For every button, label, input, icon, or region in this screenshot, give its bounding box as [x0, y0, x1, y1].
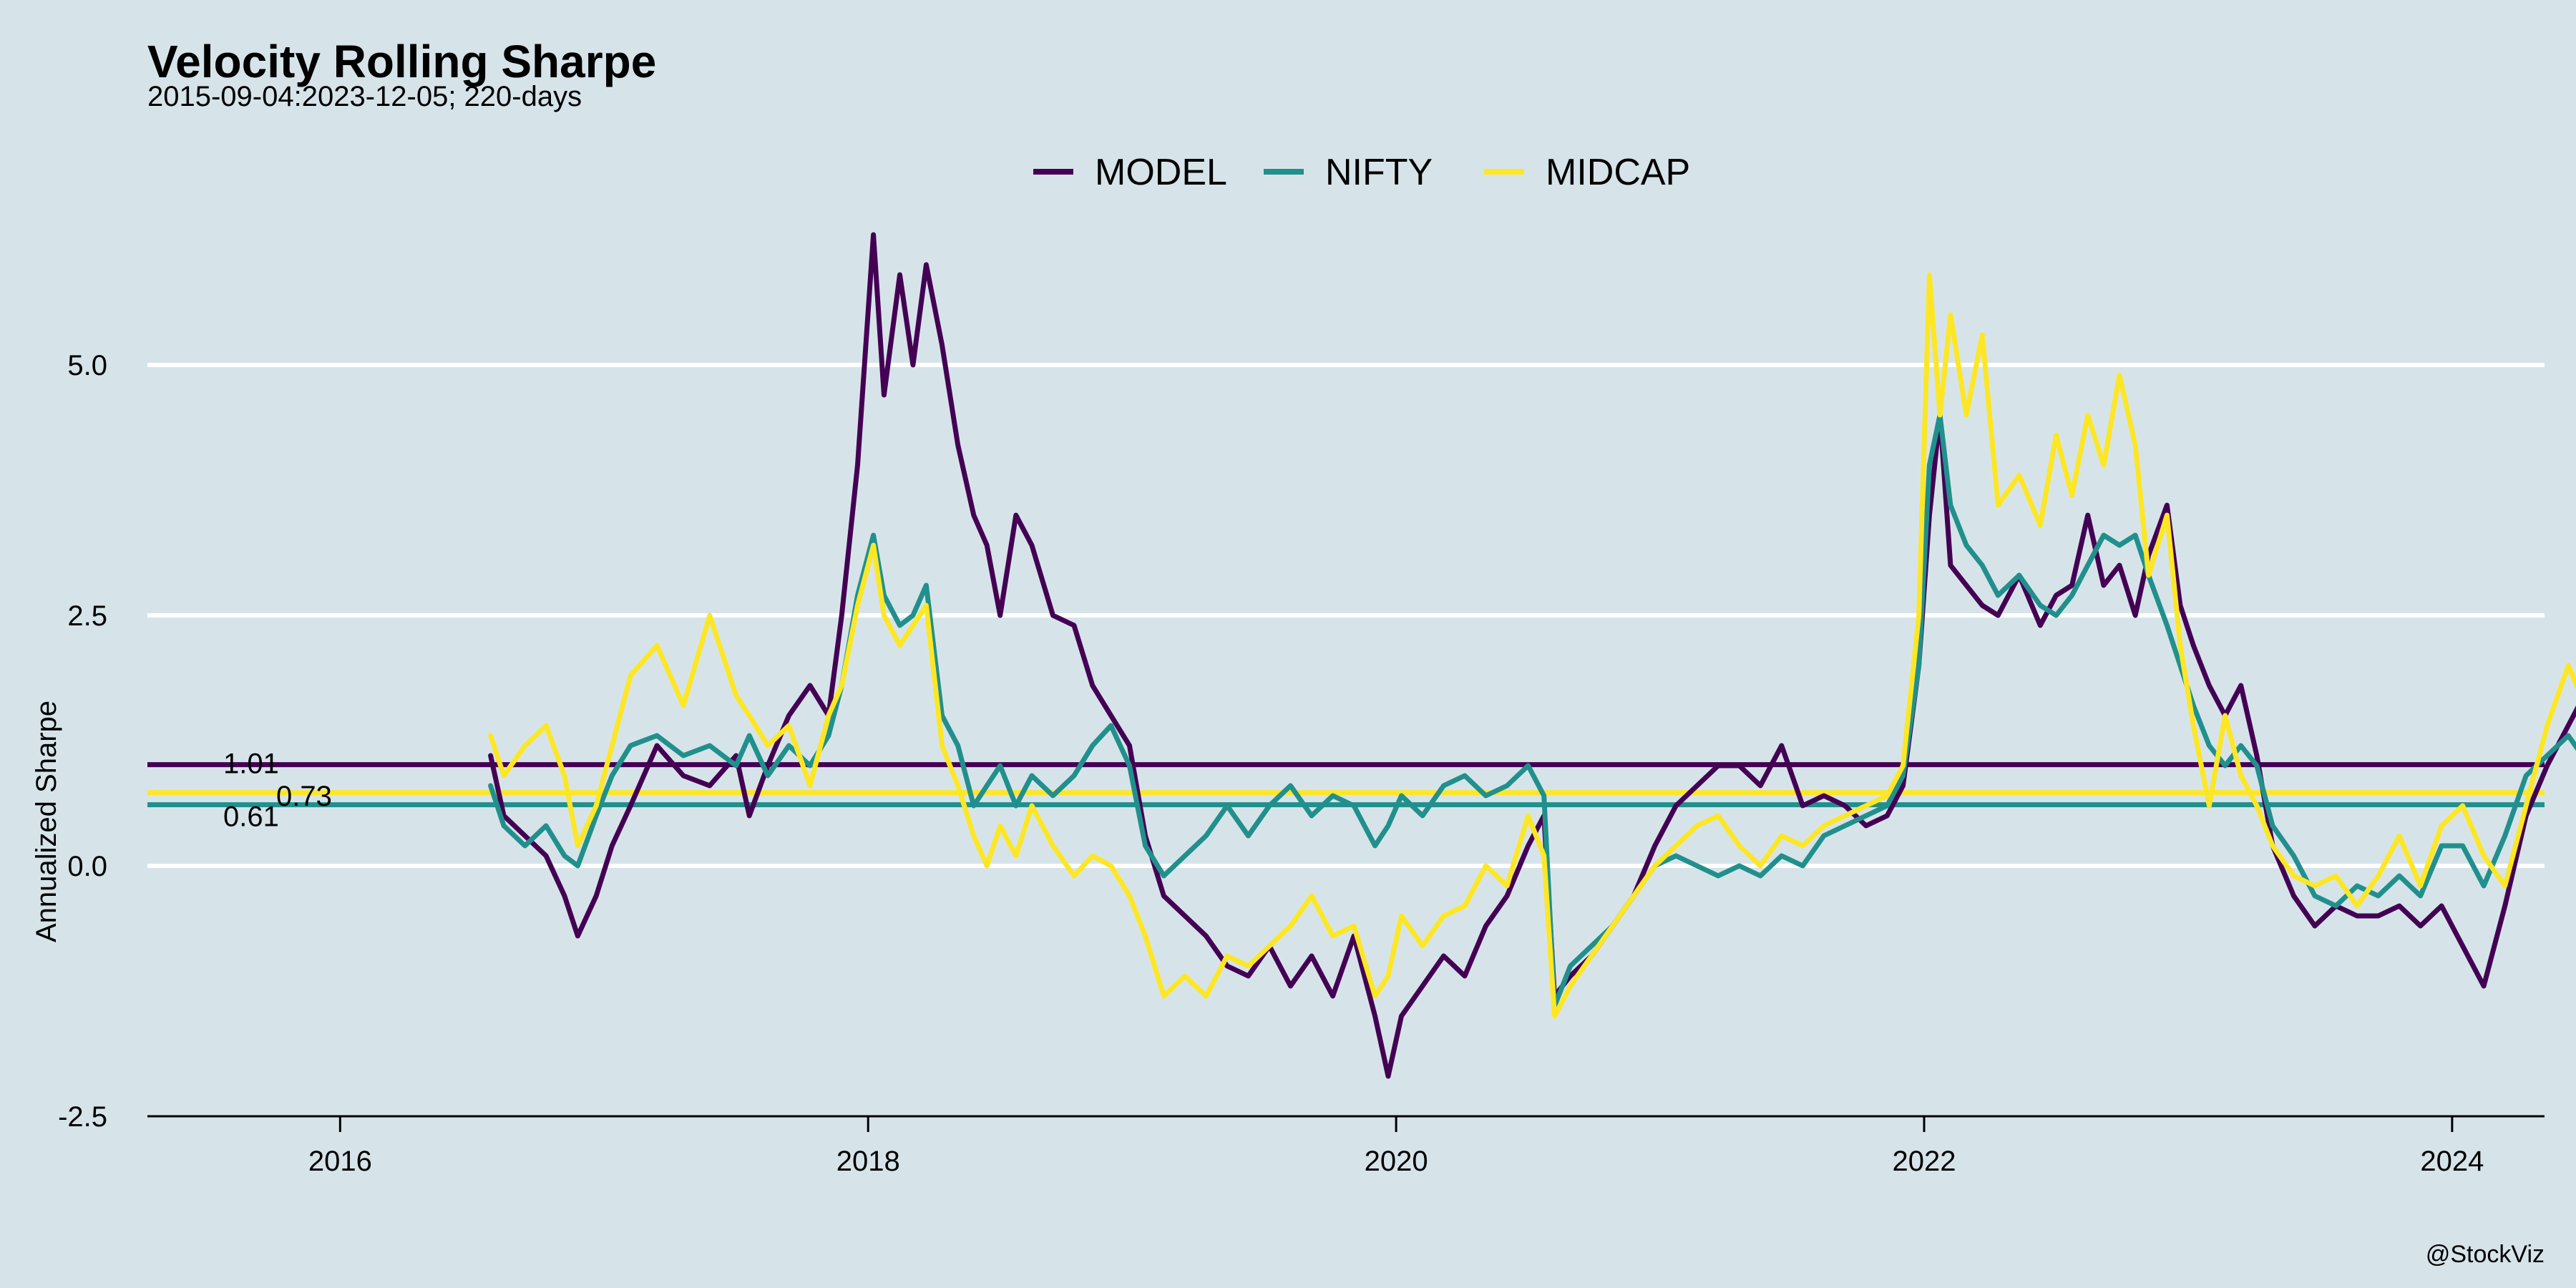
mean-labels: 1.01 0.610.73 — [223, 748, 332, 833]
series-line-midcap — [488, 272, 2576, 1019]
legend-label-nifty: NIFTY — [1325, 152, 1433, 193]
chart-title: Velocity Rolling Sharpe — [147, 36, 656, 87]
legend-label-midcap: MIDCAP — [1546, 152, 1690, 193]
x-tick-label: 2016 — [308, 1146, 372, 1177]
x-tick-label: 2018 — [836, 1146, 900, 1177]
x-tick-label: 2024 — [2420, 1146, 2484, 1177]
legend: MODEL NIFTY MIDCAP — [1033, 152, 1690, 193]
chart-subtitle: 2015-09-04:2023-12-05; 220-days — [147, 81, 582, 112]
series-line-model — [488, 232, 2576, 1079]
mean-label-midcap: 0.73 — [276, 781, 332, 812]
caption: @StockViz — [2426, 1241, 2545, 1268]
y-tick-label: 5.0 — [67, 350, 107, 381]
series-lines — [488, 232, 2576, 1079]
legend-label-model: MODEL — [1095, 152, 1227, 193]
y-tick-label: -2.5 — [58, 1101, 107, 1133]
x-axis: 2016 2018 2020 2022 2024 — [147, 1115, 2545, 1177]
mean-label-model: 1.01 — [223, 748, 279, 780]
series-line-nifty — [488, 412, 2576, 1009]
x-tick-label: 2022 — [1892, 1146, 1956, 1177]
grid-lines — [147, 363, 2545, 868]
y-tick-label: 0.0 — [67, 851, 107, 882]
y-axis-label: Annualized Sharpe — [31, 701, 62, 942]
mean-label-nifty: 0.61 — [223, 801, 279, 833]
y-tick-label: 2.5 — [67, 600, 107, 632]
y-axis-ticks: -2.5 0.0 2.5 5.0 — [58, 350, 107, 1133]
x-tick-label: 2020 — [1365, 1146, 1428, 1177]
